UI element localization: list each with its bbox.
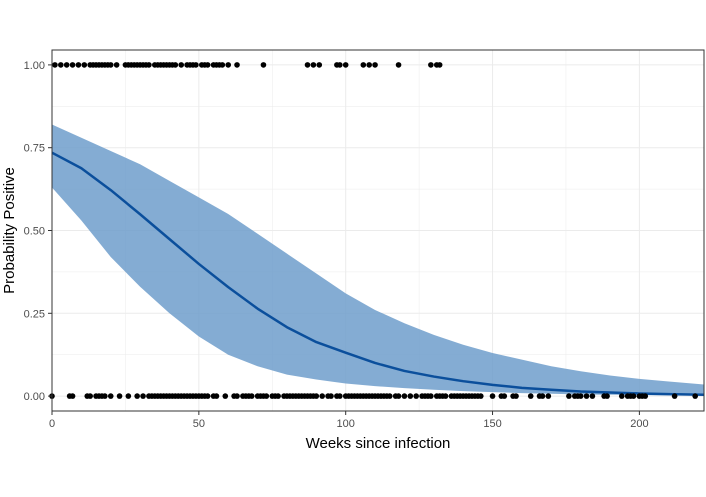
x-axis: 0 50 100 150 200 bbox=[49, 411, 649, 430]
data-point bbox=[58, 62, 64, 68]
data-point bbox=[204, 393, 211, 399]
data-point bbox=[263, 393, 270, 399]
data-point bbox=[413, 393, 419, 399]
data-point bbox=[513, 393, 519, 399]
x-tick-label: 200 bbox=[630, 418, 648, 430]
data-point bbox=[407, 393, 414, 399]
data-points-layer bbox=[49, 62, 698, 399]
data-point bbox=[566, 393, 572, 399]
y-tick-label: 0.00 bbox=[24, 391, 45, 403]
data-point bbox=[260, 62, 267, 68]
data-point bbox=[319, 393, 326, 399]
data-point bbox=[545, 393, 552, 399]
data-point bbox=[178, 62, 185, 68]
data-point bbox=[337, 393, 343, 399]
data-point bbox=[69, 393, 76, 399]
y-tick-label: 0.25 bbox=[24, 308, 45, 320]
x-axis-title: Weeks since infection bbox=[306, 435, 451, 452]
x-tick-label: 100 bbox=[337, 418, 355, 430]
data-point bbox=[81, 62, 88, 68]
data-point bbox=[107, 62, 114, 68]
data-point bbox=[193, 62, 199, 68]
data-point bbox=[225, 62, 232, 68]
data-point bbox=[671, 393, 678, 399]
fit-line-layer bbox=[51, 151, 705, 397]
data-point bbox=[395, 393, 402, 399]
data-point bbox=[539, 393, 546, 399]
data-point bbox=[222, 393, 229, 399]
data-point bbox=[527, 393, 534, 399]
data-point bbox=[172, 62, 179, 68]
data-point bbox=[642, 393, 649, 399]
data-point bbox=[234, 62, 240, 68]
data-point bbox=[630, 393, 637, 399]
data-point bbox=[428, 62, 434, 68]
x-tick-label: 50 bbox=[193, 418, 205, 430]
data-point bbox=[401, 393, 408, 399]
data-point bbox=[102, 393, 108, 399]
data-point bbox=[386, 393, 393, 399]
data-point bbox=[134, 393, 140, 399]
data-point bbox=[692, 393, 698, 399]
data-point bbox=[589, 393, 596, 399]
data-point bbox=[342, 62, 349, 68]
data-point bbox=[204, 62, 211, 68]
y-tick-label: 1.00 bbox=[24, 60, 45, 72]
data-point bbox=[436, 62, 443, 68]
data-point bbox=[304, 62, 311, 68]
data-point bbox=[316, 62, 323, 68]
x-tick-label: 0 bbox=[49, 418, 55, 430]
data-point bbox=[618, 393, 625, 399]
data-point bbox=[213, 393, 220, 399]
data-point bbox=[501, 393, 508, 399]
data-point bbox=[328, 393, 334, 399]
data-point bbox=[69, 62, 76, 68]
data-point bbox=[140, 393, 146, 399]
y-axis-title: Probability Positive bbox=[1, 167, 18, 294]
data-point bbox=[125, 393, 132, 399]
data-point bbox=[116, 393, 123, 399]
data-point bbox=[75, 62, 82, 68]
data-point bbox=[248, 393, 255, 399]
confidence-band-layer bbox=[52, 124, 704, 396]
y-tick-label: 0.50 bbox=[24, 226, 45, 238]
data-point bbox=[604, 393, 610, 399]
data-point bbox=[337, 62, 343, 68]
data-point bbox=[107, 393, 114, 399]
data-point bbox=[146, 62, 152, 68]
data-point bbox=[234, 393, 240, 399]
data-point bbox=[113, 62, 120, 68]
data-point bbox=[275, 393, 281, 399]
data-point bbox=[360, 62, 367, 68]
y-axis: 0.00 0.25 0.50 0.75 1.00 bbox=[24, 60, 52, 403]
x-tick-label: 150 bbox=[483, 418, 501, 430]
data-point bbox=[372, 62, 378, 68]
data-point bbox=[366, 62, 372, 68]
data-point bbox=[313, 393, 320, 399]
data-point bbox=[489, 393, 496, 399]
data-point bbox=[310, 62, 317, 68]
data-point bbox=[219, 62, 226, 68]
data-point bbox=[428, 393, 434, 399]
data-point bbox=[577, 393, 584, 399]
data-point bbox=[52, 62, 58, 68]
data-point bbox=[87, 393, 93, 399]
data-point bbox=[395, 62, 402, 68]
data-point bbox=[442, 393, 449, 399]
data-point bbox=[583, 393, 590, 399]
data-point bbox=[63, 62, 70, 68]
y-tick-label: 0.75 bbox=[24, 143, 45, 155]
data-point bbox=[477, 393, 484, 399]
confidence-band bbox=[52, 124, 704, 396]
fit-line bbox=[51, 151, 705, 397]
